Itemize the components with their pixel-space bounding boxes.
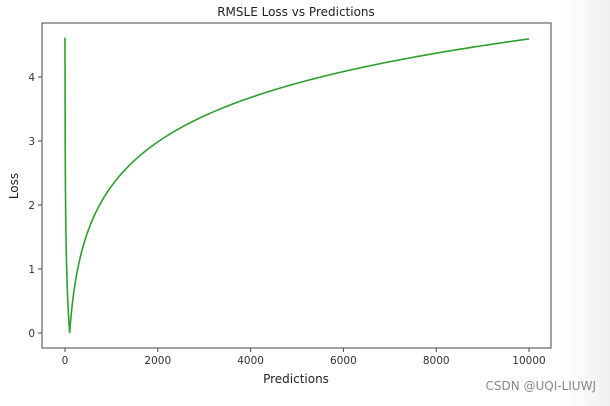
svg-text:4: 4 [28,72,35,84]
chart-title: RMSLE Loss vs Predictions [217,5,375,19]
svg-text:0: 0 [28,328,35,340]
svg-text:3: 3 [28,136,35,148]
svg-text:4000: 4000 [237,355,264,367]
svg-text:8000: 8000 [423,355,450,367]
x-axis: 0 2000 4000 6000 8000 10000 [62,348,546,367]
x-axis-label: Predictions [263,372,329,386]
plot-area [41,22,552,349]
svg-text:2: 2 [28,200,35,212]
svg-text:2000: 2000 [144,355,171,367]
y-axis-label: Loss [7,173,21,199]
svg-text:10000: 10000 [512,355,545,367]
svg-text:0: 0 [62,355,69,367]
watermark: CSDN @UQI-LIUWJ [485,379,596,393]
loss-line [64,37,530,334]
y-axis: 0 1 2 3 4 [28,72,42,340]
svg-text:6000: 6000 [330,355,357,367]
svg-text:1: 1 [28,264,35,276]
